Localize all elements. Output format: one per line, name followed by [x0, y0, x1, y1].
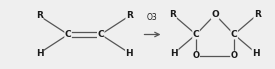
Text: O3: O3 [147, 13, 158, 22]
Text: O: O [192, 51, 200, 60]
Text: O: O [231, 51, 238, 60]
Text: C: C [193, 30, 199, 39]
Text: O: O [211, 10, 219, 19]
Text: R: R [126, 11, 133, 20]
Text: C: C [97, 30, 104, 39]
Text: H: H [36, 49, 43, 58]
Text: C: C [231, 30, 237, 39]
Text: R: R [254, 10, 261, 19]
Text: H: H [170, 49, 178, 58]
Text: H: H [125, 49, 133, 58]
Text: R: R [36, 11, 43, 20]
Text: H: H [252, 49, 260, 58]
Text: R: R [169, 10, 176, 19]
Text: C: C [65, 30, 72, 39]
